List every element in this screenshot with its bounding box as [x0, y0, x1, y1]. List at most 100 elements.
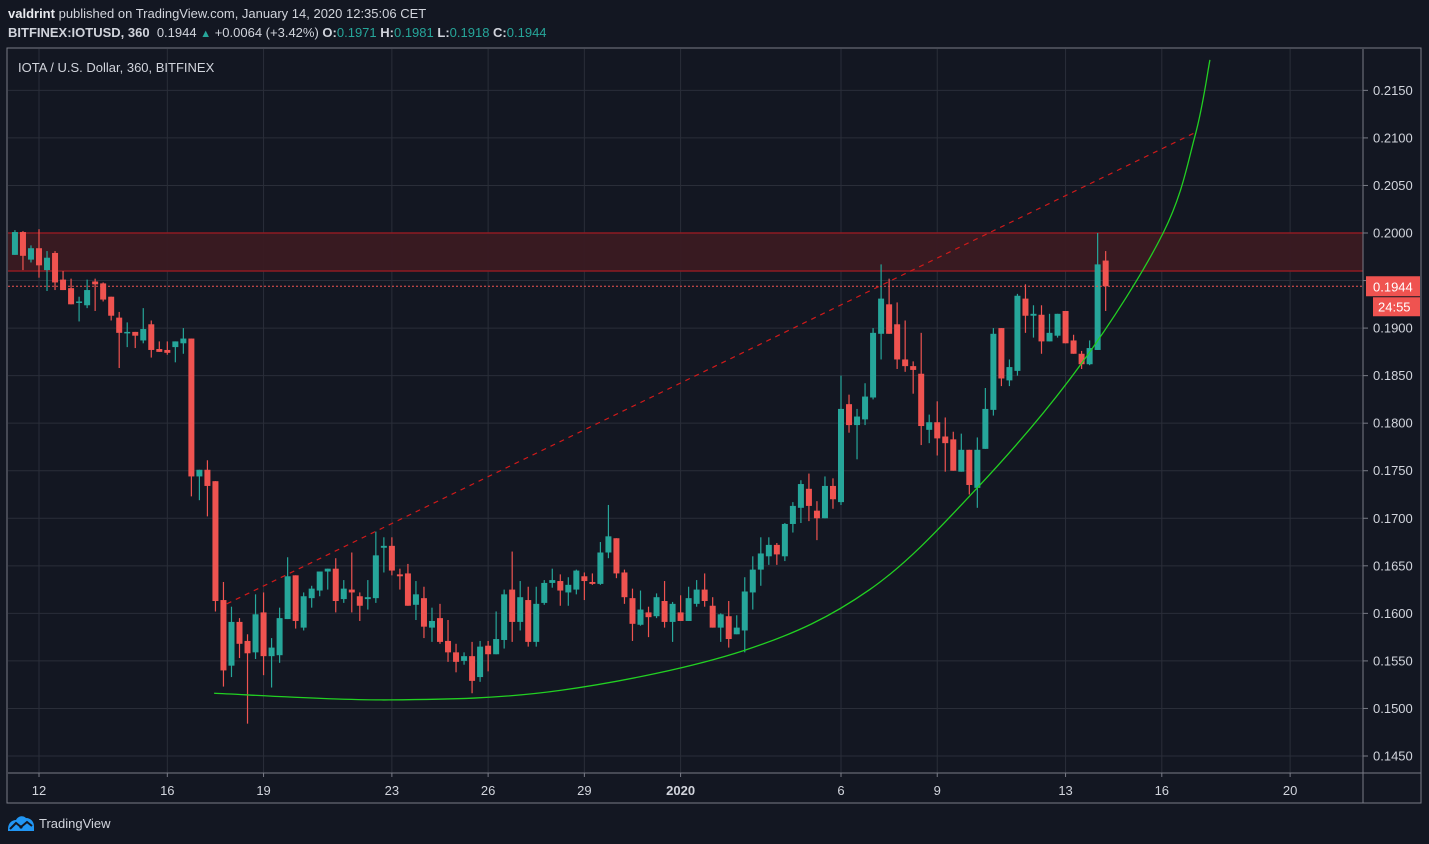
candle-body	[725, 616, 732, 640]
candle-body	[805, 488, 812, 506]
price-tick-label: 0.1700	[1373, 511, 1413, 526]
candle-body	[645, 612, 652, 618]
candle-body	[228, 621, 235, 666]
candle-body	[958, 449, 965, 472]
published-text: published on TradingView.com, January 14…	[58, 6, 427, 21]
candle-body	[934, 422, 941, 439]
drawings[interactable]	[8, 59, 1363, 701]
candle-down	[212, 481, 219, 612]
candle-body	[140, 329, 147, 341]
candle-down	[829, 478, 836, 509]
candle-body	[76, 301, 83, 303]
candle-up	[364, 580, 371, 610]
candle-down	[116, 311, 123, 369]
candle-up	[549, 568, 556, 588]
candle-body	[292, 575, 299, 621]
candle-body	[332, 568, 339, 601]
candle-up	[76, 296, 83, 322]
candle-down	[1070, 334, 1077, 354]
candle-up	[1006, 359, 1013, 387]
candle-body	[388, 545, 395, 571]
close-label: C:	[493, 25, 507, 40]
candle-up	[284, 557, 291, 620]
candle-down	[1078, 350, 1085, 369]
candle-body	[1062, 310, 1069, 344]
plot-background	[8, 49, 1363, 773]
candle-down	[92, 278, 99, 311]
candles	[11, 229, 1109, 724]
candle-body	[886, 304, 893, 334]
candle-body	[1014, 295, 1021, 371]
candle-body	[653, 597, 660, 617]
candle-down	[396, 568, 403, 590]
candle-up	[1094, 233, 1101, 350]
candle-down	[19, 231, 26, 271]
candle-body	[412, 594, 419, 605]
price-tick-label: 0.2000	[1373, 226, 1413, 241]
candle-body	[533, 603, 540, 642]
publish-info: valdrint published on TradingView.com, J…	[8, 6, 426, 21]
time-tick-label: 23	[385, 783, 399, 798]
time-tick-label: 19	[256, 783, 270, 798]
candle-body	[461, 656, 468, 661]
candle-body	[894, 324, 901, 360]
candle-body	[268, 647, 275, 657]
candle-body	[356, 596, 363, 606]
candle-up	[300, 592, 307, 631]
candle-body	[685, 598, 692, 621]
candle-down	[894, 302, 901, 369]
candle-down	[36, 229, 42, 278]
time-axis[interactable]: 12 16 19 23 26 29 2020 6 9 13 16 20	[32, 773, 1298, 798]
candle-body	[525, 600, 532, 642]
candle-body	[509, 589, 516, 622]
candle-down	[846, 394, 853, 433]
candle-up	[685, 586, 692, 621]
candle-body	[204, 469, 211, 486]
candle-body	[212, 481, 219, 601]
candle-body	[36, 248, 42, 266]
author[interactable]: valdrint	[8, 6, 55, 21]
candle-body	[252, 614, 259, 653]
candle-body	[878, 298, 885, 334]
candle-down	[220, 581, 227, 687]
grid	[8, 49, 1363, 773]
candle-up	[693, 580, 700, 607]
time-tick-label: 6	[837, 783, 844, 798]
candle-up	[324, 568, 331, 590]
candle-body	[300, 596, 307, 628]
resistance-zone	[8, 232, 1363, 272]
candle-body	[453, 652, 460, 662]
last-price-badge	[1366, 276, 1420, 297]
candle-down	[188, 338, 195, 497]
candle-up	[749, 556, 756, 610]
close-value: 0.1944	[506, 25, 547, 40]
candle-up	[380, 537, 387, 573]
candle-body	[902, 359, 909, 367]
candle-body	[340, 588, 347, 600]
candle-down	[701, 573, 708, 607]
candle-down	[156, 341, 163, 352]
tradingview-brand[interactable]: TradingView	[7, 814, 111, 832]
candle-up	[428, 607, 435, 642]
candle-up	[1030, 305, 1037, 338]
outer-frame	[6, 47, 1422, 804]
candle-up	[958, 433, 965, 472]
candle-body	[428, 620, 435, 628]
candle-body	[364, 597, 371, 600]
candle-up	[172, 341, 179, 363]
candle-body	[709, 605, 716, 628]
candle-up	[493, 611, 500, 655]
candle-up	[372, 531, 379, 603]
candle-body	[757, 553, 764, 570]
candle-down	[420, 586, 427, 639]
candle-up	[140, 308, 147, 344]
time-tick-label: 13	[1058, 783, 1072, 798]
candle-up	[781, 523, 788, 562]
candle-down	[485, 640, 492, 672]
candle-up	[412, 581, 419, 621]
price-axis[interactable]: 0.1450 0.1500 0.1550 0.1600 0.1650 0.1700 0.17…	[1363, 83, 1420, 764]
candle-up	[124, 322, 131, 348]
candle-down	[108, 296, 115, 321]
candle-body	[573, 570, 580, 590]
